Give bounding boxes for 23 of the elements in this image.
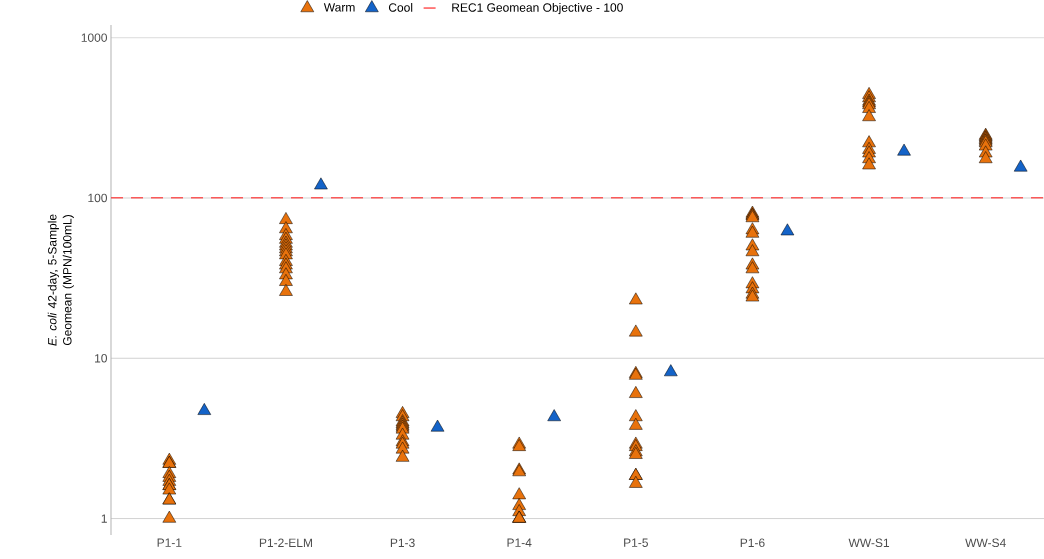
x-tick-label: P1-2-ELM [259,538,312,547]
x-tick-label: P1-1 [157,538,182,547]
point [314,177,328,190]
y-tick-label: 1 [101,514,107,523]
point [1013,159,1028,172]
x-tick-label: WW-S4 [965,538,1006,548]
legend-label: Warm [323,3,355,12]
point [547,409,561,422]
x-tick-label: P1-6 [740,538,765,548]
point [197,403,212,415]
x-tick-label: P1-5 [624,538,648,547]
x-tick-label: P1-3 [390,538,415,548]
legend-label: Cool [388,2,413,12]
point [780,223,795,236]
legend-label: REC1 Geomean Objective - 100 [452,2,623,15]
x-tick-label: P1-4 [507,538,532,547]
x-tick-label: WW-S1 [848,538,890,548]
point [897,143,911,156]
y-tick-label: 1000 [81,33,108,42]
y-tick-label: 100 [88,193,108,203]
point [430,419,445,432]
point [664,364,678,377]
y-tick-label: 10 [95,354,108,363]
